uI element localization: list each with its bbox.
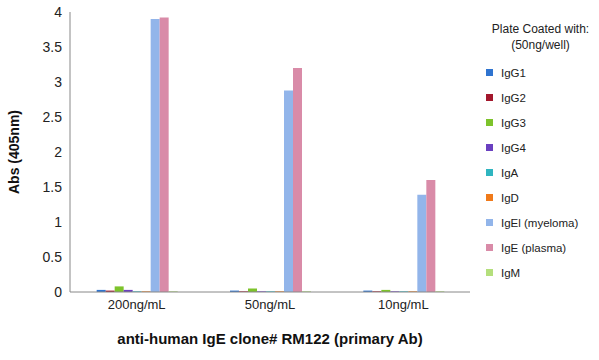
html-text:IgEl (myeloma): IgEl (myeloma): [501, 216, 579, 229]
svg-text:0.5: 0.5: [43, 249, 63, 265]
html-text:IgG3: IgG3: [501, 116, 526, 129]
html-text:Plate Coated with:: Plate Coated with:: [491, 22, 590, 36]
svg-text:Abs (405nm): Abs (405nm): [8, 110, 22, 194]
html-text:IgA: IgA: [501, 166, 519, 179]
svg-text:3: 3: [54, 74, 62, 90]
svg-text:0: 0: [54, 284, 62, 300]
svg-text:50ng/mL: 50ng/mL: [245, 297, 296, 312]
html-text:IgM: IgM: [501, 266, 521, 279]
html-text:(50ng/well): (50ng/well): [511, 38, 570, 52]
svg-text:200ng/mL: 200ng/mL: [108, 297, 166, 312]
html-text:IgG4: IgG4: [501, 141, 526, 154]
svg-text:3.5: 3.5: [43, 39, 63, 55]
html-text:IgG1: IgG1: [501, 66, 526, 79]
svg-text:10ng/mL: 10ng/mL: [378, 297, 429, 312]
svg-text:2.5: 2.5: [43, 109, 63, 125]
svg-text:anti-human IgE clone# RM122 (p: anti-human IgE clone# RM122 (primary Ab): [117, 330, 422, 347]
html-text:IgD: IgD: [501, 191, 519, 204]
svg-text:1.5: 1.5: [43, 179, 63, 195]
html-text:IgG2: IgG2: [501, 91, 526, 104]
html-text:IgE (plasma): IgE (plasma): [501, 241, 567, 254]
svg-text:1: 1: [54, 214, 62, 230]
svg-text:4: 4: [54, 4, 62, 20]
svg-text:2: 2: [54, 144, 62, 160]
